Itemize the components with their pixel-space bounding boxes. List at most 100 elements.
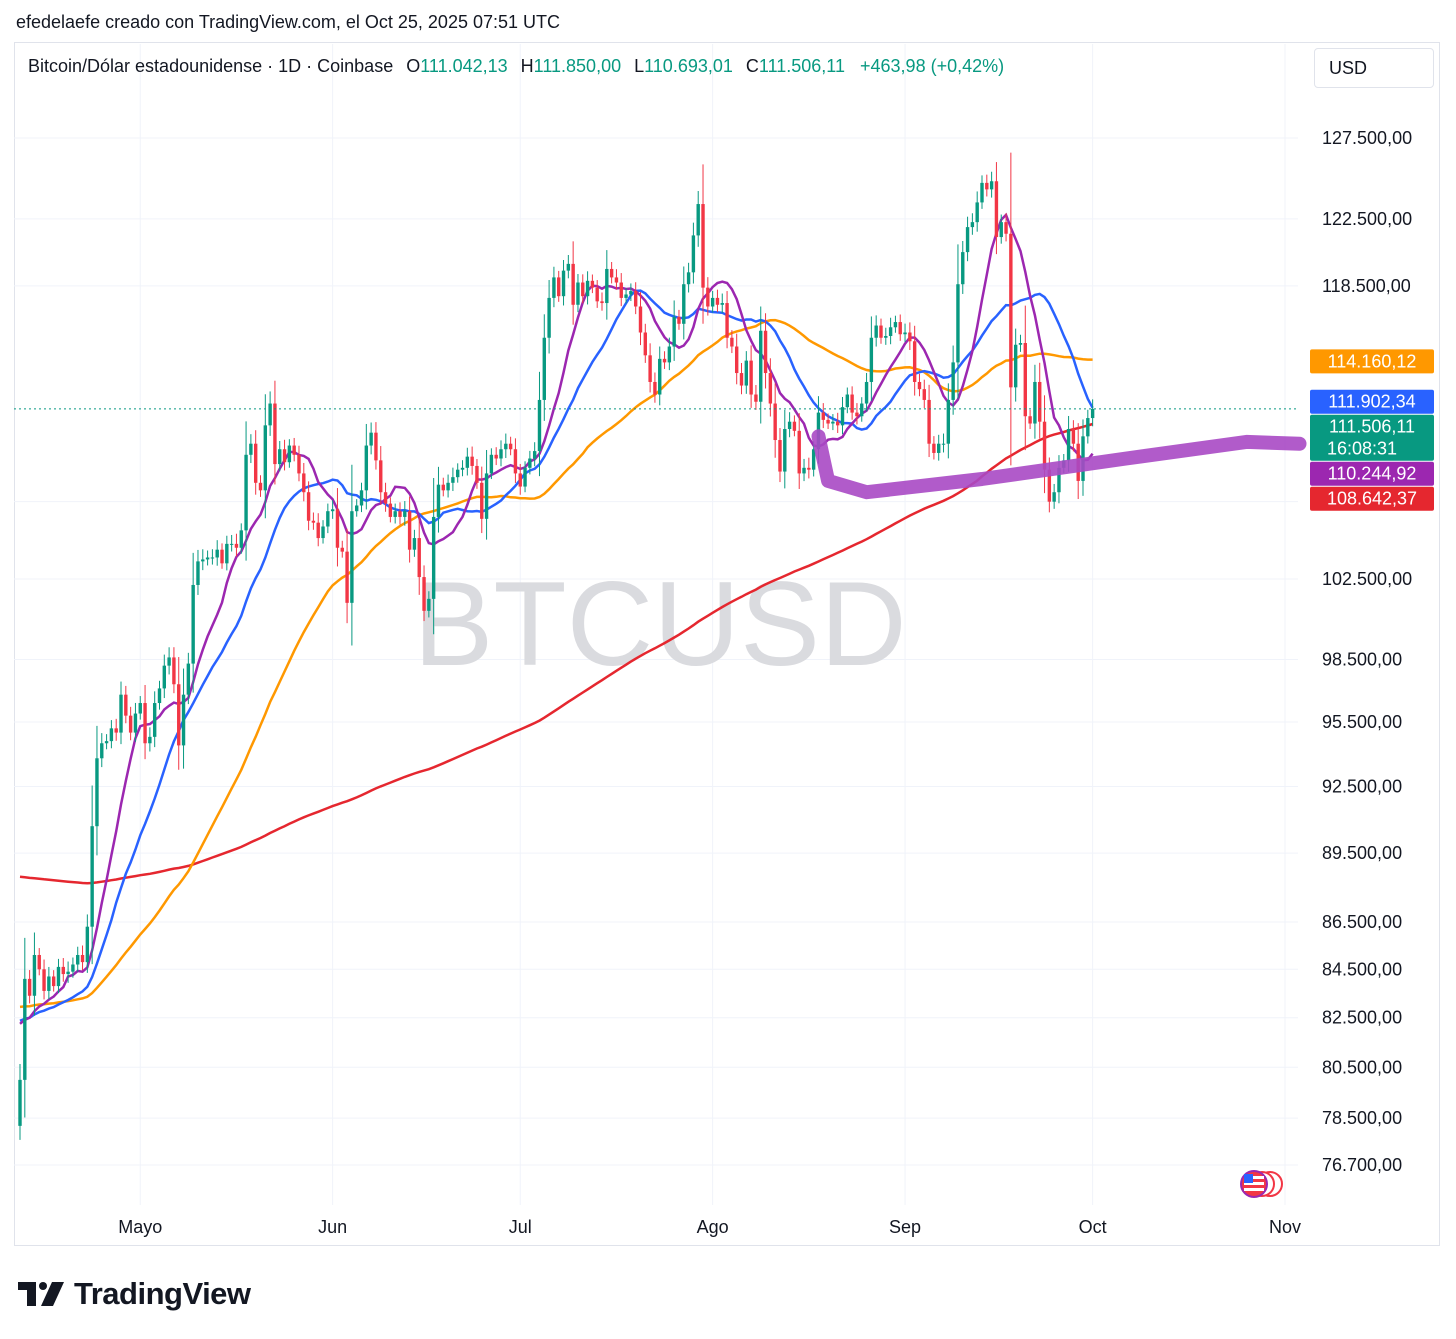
candle-body [1038, 381, 1042, 422]
candle-body [1057, 467, 1061, 493]
candle-body [528, 458, 532, 468]
candle-body [739, 373, 744, 386]
candle-body [802, 467, 806, 474]
low-value: 110.693,01 [644, 56, 733, 76]
tradingview-logo-icon [18, 1282, 64, 1306]
candle-body [287, 445, 292, 463]
candle-body [831, 421, 835, 424]
y-tick-label: 118.500,00 [1322, 276, 1411, 296]
candle-body [71, 964, 75, 972]
candle-body [181, 694, 186, 746]
candle-body [682, 284, 686, 324]
tradingview-logo[interactable]: TradingView [18, 1274, 251, 1314]
candle-body [970, 222, 975, 228]
candle-body [345, 551, 349, 603]
candle-body [898, 322, 902, 335]
event-flags-icon [1240, 1170, 1283, 1198]
candle-body [888, 327, 893, 336]
candle-body [278, 449, 282, 465]
candle-body [32, 954, 37, 996]
candle-body [1033, 381, 1037, 424]
y-tick-label: 78.500,00 [1322, 1108, 1402, 1128]
candle-body [581, 282, 585, 297]
candle-body [783, 429, 787, 472]
candle-body [677, 316, 681, 324]
high-value: 111.850,00 [533, 56, 622, 76]
y-tick-label: 95.500,00 [1322, 712, 1402, 732]
chart-frame [14, 42, 1440, 1246]
candle-body [648, 355, 652, 382]
candle-body [229, 543, 234, 545]
candle-body [662, 358, 667, 363]
candle-body [412, 538, 417, 550]
brand-text: TradingView [74, 1276, 251, 1311]
candle-body [614, 277, 619, 283]
currency-button[interactable]: USD [1314, 48, 1434, 88]
candle-body [388, 503, 393, 517]
candle-body [807, 467, 811, 470]
candle-body [239, 530, 243, 548]
candle-body [797, 430, 801, 474]
candle-body [431, 516, 436, 599]
candle-body [210, 557, 215, 559]
candle-body [590, 280, 595, 288]
candle-body [350, 511, 354, 603]
open-value: 111.042,13 [420, 56, 508, 76]
candle-body [826, 419, 830, 424]
candle-body [1066, 429, 1071, 461]
candle-body [157, 688, 162, 704]
price-label-text: 111.902,34 [1328, 392, 1415, 412]
candle-body [1023, 343, 1027, 417]
candle-body [422, 577, 426, 611]
x-tick-label: Jul [509, 1217, 532, 1237]
candle-body [561, 270, 566, 297]
candle-body [1013, 344, 1018, 388]
candle-body [600, 301, 604, 304]
candle-body [177, 684, 181, 746]
candle-body [513, 449, 518, 474]
candle-body [186, 663, 191, 695]
candle-body [51, 976, 56, 987]
candle-body [364, 445, 369, 491]
candle-body [470, 456, 474, 466]
candle-body [379, 460, 383, 493]
candle-body [56, 966, 61, 987]
candle-body [316, 522, 320, 539]
candle-body [268, 403, 272, 426]
candle-body [18, 1079, 22, 1126]
candle-body [912, 341, 917, 382]
candle-body [787, 421, 792, 430]
y-tick-label: 92.500,00 [1322, 776, 1402, 796]
candle-body [850, 394, 854, 413]
candle-body [619, 282, 623, 298]
candle-body [773, 403, 777, 441]
candle-body [480, 482, 484, 519]
candle-body [672, 316, 676, 347]
candle-body [124, 694, 128, 716]
support-drawing [811, 429, 1307, 500]
candle-body [961, 252, 965, 285]
candle-body [191, 584, 195, 664]
candle-body [667, 346, 672, 363]
y-tick-label: 84.500,00 [1322, 959, 1402, 979]
candle-body [989, 181, 994, 190]
candle-body [542, 337, 546, 400]
candle-body [460, 467, 465, 470]
candle-body [374, 432, 378, 461]
candle-body [903, 332, 907, 335]
candle-body [951, 362, 955, 400]
candle-body [205, 557, 210, 560]
candle-body [292, 445, 296, 455]
candle-body [162, 665, 166, 689]
candle-body [595, 287, 599, 302]
candle-body [994, 181, 999, 238]
candle-body [61, 966, 65, 975]
candle-body [821, 412, 825, 420]
symbol-title: Bitcoin/Dólar estadounidense · 1D · Coin… [28, 56, 394, 76]
close-value: 111.506,11 [758, 56, 845, 76]
candle-body [730, 337, 734, 347]
candle-body [638, 306, 643, 333]
candle-body [927, 399, 931, 444]
candle-body [494, 454, 498, 459]
